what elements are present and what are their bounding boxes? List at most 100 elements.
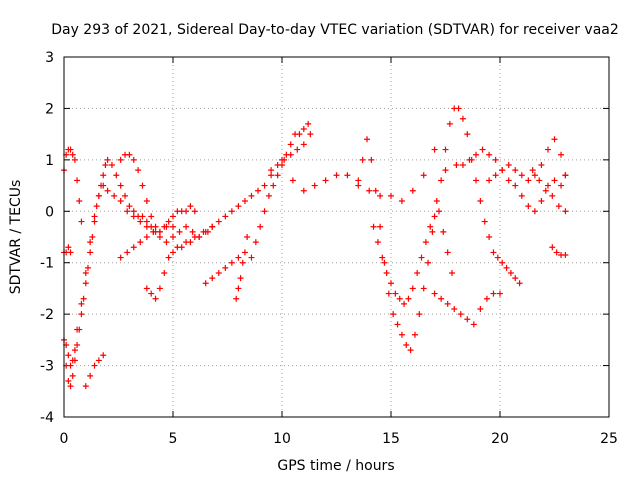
data-point [544, 182, 551, 189]
data-point [222, 213, 229, 220]
data-point [95, 192, 102, 199]
data-point [274, 172, 281, 179]
grid-lines [64, 57, 609, 417]
data-point [374, 239, 381, 246]
data-point [555, 203, 562, 210]
data-point [91, 218, 98, 225]
data-point [483, 295, 490, 302]
data-point [137, 239, 144, 246]
data-point [152, 223, 159, 230]
data-point [311, 182, 318, 189]
data-point [444, 300, 451, 307]
data-point [130, 244, 137, 251]
data-point [372, 187, 379, 194]
data-point [409, 187, 416, 194]
data-point [163, 239, 170, 246]
data-point [457, 311, 464, 318]
data-point [368, 156, 375, 163]
series-track-12 [268, 146, 449, 204]
data-point [503, 264, 510, 271]
data-point [420, 285, 427, 292]
data-point [479, 146, 486, 153]
data-point [442, 146, 449, 153]
data-point [411, 331, 418, 338]
data-point [111, 192, 118, 199]
data-point [69, 372, 76, 379]
data-point [464, 131, 471, 138]
data-point [558, 182, 565, 189]
data-point [76, 198, 83, 204]
data-point [78, 218, 85, 225]
data-point [562, 252, 569, 258]
data-point [67, 383, 74, 390]
x-tick-label: 15 [382, 431, 400, 447]
data-point [202, 280, 209, 287]
data-point [444, 249, 451, 256]
data-point [104, 187, 111, 194]
data-point [549, 192, 556, 199]
data-point [562, 172, 569, 179]
data-point [525, 177, 532, 184]
data-point [148, 213, 155, 220]
data-point [228, 259, 235, 266]
data-point [287, 141, 294, 148]
data-point [409, 285, 416, 292]
data-point [122, 192, 129, 199]
data-point [505, 177, 512, 184]
data-point [492, 156, 499, 163]
series-track-11 [248, 120, 312, 261]
data-point [473, 177, 480, 184]
data-point [196, 234, 203, 240]
data-point [477, 198, 484, 204]
series-track-2 [63, 156, 198, 390]
data-point [104, 156, 111, 163]
series-track-18 [529, 167, 569, 215]
data-point [516, 280, 523, 287]
data-point [425, 259, 432, 266]
data-point [422, 239, 429, 246]
data-point [257, 223, 264, 230]
data-point [82, 270, 89, 276]
data-point [244, 234, 251, 240]
data-point [490, 249, 497, 256]
data-point [322, 177, 329, 184]
data-point [150, 228, 157, 235]
data-point [414, 270, 421, 276]
data-point [431, 213, 438, 220]
data-point [300, 187, 307, 194]
data-point [135, 167, 142, 174]
chart-title: Day 293 of 2021, Sidereal Day-to-day VTE… [51, 22, 619, 38]
y-tick-label: -2 [40, 307, 54, 323]
data-point [333, 172, 340, 179]
data-point [427, 223, 434, 230]
data-point [529, 167, 536, 174]
data-point [183, 208, 190, 215]
data-point [117, 254, 124, 261]
data-point [538, 162, 545, 168]
data-point [95, 357, 102, 364]
data-point [477, 306, 484, 312]
data-point [486, 177, 493, 184]
data-point [344, 172, 351, 179]
data-point [163, 223, 170, 230]
data-point [418, 254, 425, 261]
data-point [165, 254, 172, 261]
data-point [233, 295, 240, 302]
data-point [300, 141, 307, 148]
data-points [61, 105, 569, 390]
data-point [268, 172, 275, 179]
data-point [512, 182, 519, 189]
data-point [490, 290, 497, 297]
y-tick-label: -3 [40, 359, 54, 375]
series-track-7 [143, 223, 216, 302]
data-point [305, 120, 312, 127]
data-point [473, 151, 480, 158]
data-point [499, 167, 506, 174]
data-point [187, 203, 194, 210]
data-point [377, 192, 384, 199]
data-point [558, 151, 565, 158]
data-point [187, 239, 194, 246]
series-track-8 [117, 223, 176, 261]
data-point [183, 223, 190, 230]
data-point [252, 239, 259, 246]
